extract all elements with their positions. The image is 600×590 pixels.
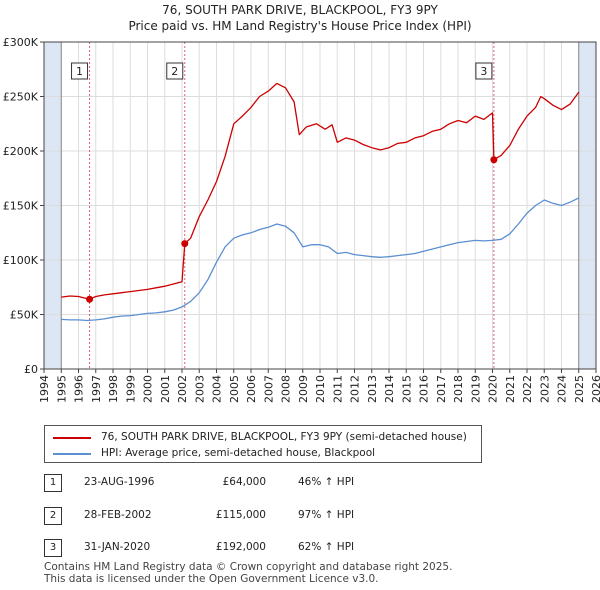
sale-hpi-change: 62% ↑ HPI: [298, 541, 355, 553]
x-tick-label: 2000: [142, 375, 155, 403]
y-tick-label: £300K: [3, 36, 39, 49]
legend-swatch-hpi: [53, 453, 91, 455]
x-tick-label: 1997: [90, 375, 103, 403]
x-tick-label: 2020: [487, 375, 500, 403]
sale-point: [181, 240, 189, 248]
x-tick-label: 2019: [469, 375, 482, 403]
x-tick-label: 1995: [55, 375, 68, 403]
x-tick-label: 2023: [538, 375, 551, 403]
x-tick-label: 2010: [314, 375, 327, 403]
plot-area: 1 2 3 £0 £50K £100K £150K £200K £250K £300K 1994 19…: [3, 36, 600, 403]
y-tick-label: £50K: [10, 309, 39, 322]
x-tick-label: 2024: [556, 375, 569, 403]
x-tick-label: 1999: [124, 375, 137, 403]
y-tick-label: £200K: [3, 145, 39, 158]
sale-badge-box: [475, 62, 493, 80]
x-tick-label: 2008: [280, 375, 293, 403]
x-tick-label: 2022: [521, 375, 534, 403]
legend: 76, SOUTH PARK DRIVE, BLACKPOOL, FY3 9PY…: [44, 425, 482, 463]
sale-number-badge: 2: [44, 507, 62, 525]
price-chart: 76, SOUTH PARK DRIVE, BLACKPOOL, FY3 9PY…: [3, 3, 600, 403]
footer-copyright: Contains HM Land Registry data © Crown c…: [44, 561, 453, 573]
sale-date: 23-AUG-1996: [84, 476, 155, 488]
x-tick-label: 2018: [452, 375, 465, 403]
x-tick-label: 2016: [418, 375, 431, 403]
sale-badge-label: 1: [76, 65, 83, 78]
chart-subtitle: Price paid vs. HM Land Registry's House …: [128, 19, 471, 33]
sale-price: £64,000: [222, 476, 266, 488]
sale-badge-label: 3: [480, 65, 487, 78]
x-tick-label: 2005: [228, 375, 241, 403]
x-tick-label: 2002: [176, 375, 189, 403]
x-tick-label: 2007: [262, 375, 275, 403]
x-tick-label: 2015: [400, 375, 413, 403]
y-tick-label: £100K: [3, 254, 39, 267]
sale-price: £192,000: [215, 541, 266, 553]
x-tick-label: 2004: [211, 375, 224, 403]
footer-licence: This data is licensed under the Open Gov…: [44, 573, 379, 585]
y-tick-label: £150K: [3, 200, 39, 213]
sale-hpi-change: 97% ↑ HPI: [298, 509, 355, 521]
x-tick-label: 2013: [366, 375, 379, 403]
x-tick-label: 2001: [159, 375, 172, 403]
x-tick-label: 2025: [573, 375, 586, 403]
sale-number-badge: 3: [44, 539, 62, 557]
x-tick-label: 2011: [331, 375, 344, 403]
sale-point: [86, 295, 94, 303]
y-tick-label: £250K: [3, 91, 39, 104]
legend-label-property: 76, SOUTH PARK DRIVE, BLACKPOOL, FY3 9PY…: [101, 431, 467, 443]
x-tick-label: 2026: [590, 375, 600, 403]
x-tick-label: 2003: [193, 375, 206, 403]
x-tick-label: 2012: [349, 375, 362, 403]
y-tick-label: £0: [24, 363, 38, 376]
sale-badge-box: [166, 62, 184, 80]
sale-hpi-change: 46% ↑ HPI: [298, 476, 355, 488]
x-tick-label: 1998: [107, 375, 120, 403]
x-tick-label: 1996: [73, 375, 86, 403]
x-tick-label: 2021: [504, 375, 517, 403]
x-tick-label: 1994: [38, 375, 51, 403]
hpi-line: [61, 197, 580, 322]
x-tick-label: 2009: [297, 375, 310, 403]
sale-number-badge: 1: [44, 474, 62, 492]
sale-date: 28-FEB-2002: [84, 509, 152, 521]
legend-label-hpi: HPI: Average price, semi-detached house,…: [101, 447, 376, 459]
sale-badge-label: 2: [171, 65, 178, 78]
x-tick-label: 2014: [383, 375, 396, 403]
sale-badge-box: [71, 62, 89, 80]
sale-price: £115,000: [215, 509, 266, 521]
chart-title: 76, SOUTH PARK DRIVE, BLACKPOOL, FY3 9PY: [162, 3, 438, 17]
sale-point: [490, 156, 498, 164]
x-tick-label: 2006: [245, 375, 258, 403]
x-tick-label: 2017: [435, 375, 448, 403]
sale-date: 31-JAN-2020: [84, 541, 151, 553]
legend-swatch-property: [53, 437, 91, 439]
